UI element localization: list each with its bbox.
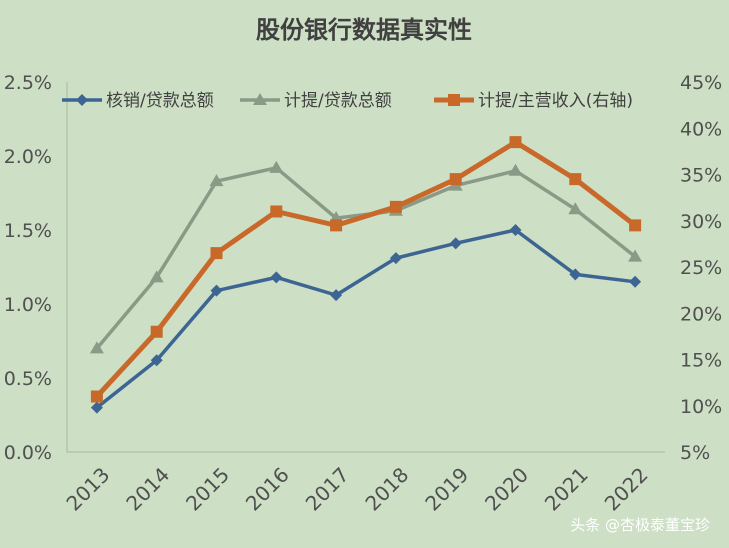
data-point [449, 173, 462, 186]
legend-swatch-marker [76, 94, 88, 106]
legend: 核销/贷款总额 计提/贷款总额 计提/主营收入(右轴) [62, 91, 633, 111]
data-point [389, 252, 402, 265]
y-right-tick-label: 25% [680, 257, 722, 279]
chart-title: 股份银行数据真实性 [256, 16, 472, 44]
y-right-tick-label: 20% [680, 303, 722, 325]
data-point [210, 284, 223, 297]
data-point [629, 219, 642, 232]
y-left-tick-label: 1.5% [4, 220, 52, 242]
x-tick-label: 2019 [420, 463, 473, 516]
legend-label: 计提/贷款总额 [284, 91, 392, 111]
data-point [509, 136, 522, 149]
data-point [150, 325, 163, 338]
data-point [389, 200, 402, 213]
data-point [269, 160, 284, 173]
y-left-tick-label: 2.0% [4, 146, 52, 168]
data-point [628, 249, 643, 262]
x-tick-label: 2018 [360, 463, 413, 516]
data-point [149, 270, 164, 283]
data-point [330, 289, 343, 302]
data-point [209, 174, 224, 187]
legend-item: 计提/贷款总额 [240, 91, 392, 111]
y-right-tick-label: 35% [680, 165, 722, 187]
data-point [90, 401, 103, 414]
data-point [569, 173, 582, 186]
y-right-tick-label: 15% [680, 350, 722, 372]
y-right-tick-label: 45% [680, 72, 722, 94]
x-tick-label: 2015 [181, 463, 234, 516]
series-1 [90, 224, 642, 414]
data-point [568, 202, 583, 215]
axes: 0.0% 0.5% 1.0% 1.5% 2.0% 2.5% 5% 10% 15% 20% 25% 30… [4, 72, 723, 516]
legend-label: 计提/主营收入(右轴) [478, 91, 633, 111]
legend-label: 核销/贷款总额 [106, 91, 214, 111]
x-tick-label: 2020 [480, 463, 533, 516]
legend-swatch-marker [448, 94, 460, 106]
watermark-text: 头条 @杏极泰董宝珍 [570, 516, 710, 534]
x-tick-label: 2021 [540, 463, 593, 516]
series-line [95, 228, 636, 409]
y-right-tick-label: 5% [680, 442, 710, 464]
data-point [90, 390, 103, 403]
data-point [330, 219, 343, 232]
y-right-tick-label: 40% [680, 118, 722, 140]
x-tick-label: 2017 [301, 463, 354, 516]
data-point [569, 268, 582, 281]
data-point [508, 163, 523, 176]
x-tick-label: 2013 [61, 463, 114, 516]
series-line [95, 139, 637, 399]
legend-item: 核销/贷款总额 [62, 91, 214, 111]
legend-item: 计提/主营收入(右轴) [434, 91, 633, 111]
data-point [89, 341, 104, 354]
y-right-tick-label: 10% [680, 396, 722, 418]
data-point [270, 271, 283, 284]
legend-swatch-marker [253, 93, 267, 105]
series-3 [90, 136, 642, 403]
y-left-tick-label: 1.0% [4, 294, 52, 316]
data-point [270, 205, 283, 218]
series-2 [89, 160, 643, 354]
data-point [509, 224, 522, 236]
y-left-tick-label: 2.5% [4, 72, 52, 94]
y-left-tick-label: 0.0% [4, 442, 52, 464]
x-tick-label: 2016 [241, 463, 294, 516]
data-point [150, 354, 163, 367]
y-right-tick-label: 30% [680, 211, 722, 233]
x-tick-label: 2014 [121, 463, 174, 516]
x-tick-label: 2022 [600, 463, 653, 516]
data-point [210, 247, 223, 260]
series-layer [89, 136, 643, 414]
data-point [629, 275, 642, 288]
data-point [449, 237, 462, 250]
y-left-tick-label: 0.5% [4, 368, 52, 390]
